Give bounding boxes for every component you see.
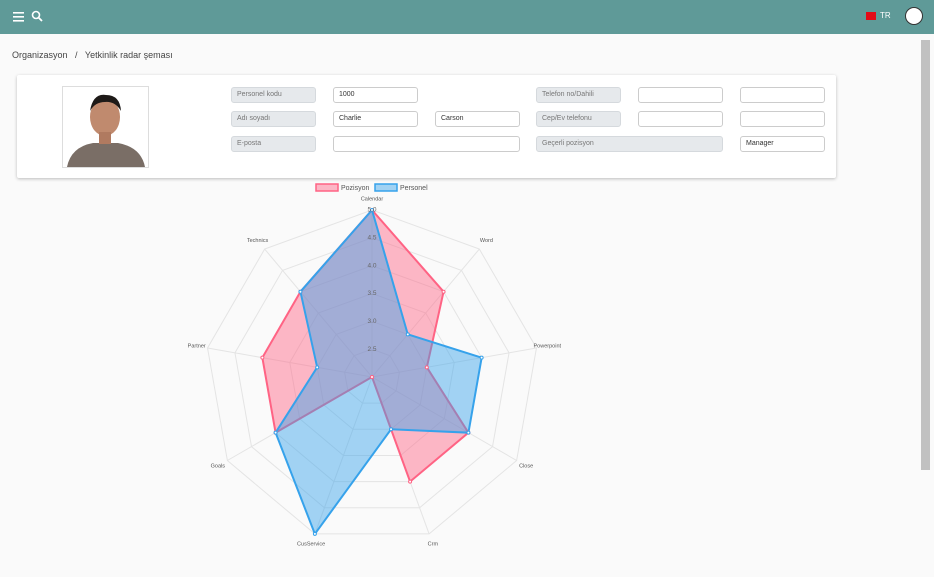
axis-label: Powerpoint bbox=[534, 344, 562, 350]
data-point bbox=[370, 375, 374, 379]
data-point bbox=[466, 430, 471, 435]
r-tick-label: 4.5 bbox=[367, 235, 376, 242]
field-label: Geçerli pozisyon bbox=[536, 136, 723, 152]
field-label: Adı soyadı bbox=[231, 111, 316, 127]
data-point bbox=[315, 365, 320, 370]
grid-ring bbox=[344, 348, 400, 404]
input[interactable]: Manager bbox=[740, 136, 825, 152]
data-point bbox=[408, 479, 413, 484]
legend-label: Pozisyon bbox=[341, 185, 370, 192]
breadcrumb-item[interactable]: Organizasyon bbox=[12, 50, 68, 60]
breadcrumb-item: Yetkinlik radar şeması bbox=[84, 50, 173, 60]
axis-label: CusService bbox=[297, 542, 325, 548]
axis-label: Calendar bbox=[361, 196, 383, 202]
input[interactable]: 1000 bbox=[333, 87, 418, 103]
field-label: Personel kodu bbox=[231, 87, 316, 103]
data-point bbox=[479, 355, 484, 360]
data-point bbox=[370, 208, 374, 212]
input[interactable] bbox=[333, 136, 520, 152]
top-bar: TR bbox=[0, 0, 934, 34]
photo bbox=[62, 86, 149, 168]
legend-swatch bbox=[374, 183, 398, 192]
axis-label: Crm bbox=[428, 542, 439, 548]
data-point bbox=[273, 430, 278, 435]
input[interactable]: Charlie bbox=[333, 111, 418, 127]
axis-label: Technics bbox=[247, 238, 269, 244]
input[interactable]: Carson bbox=[435, 111, 520, 127]
data-point bbox=[405, 332, 410, 337]
menu-search-icons[interactable] bbox=[13, 10, 45, 24]
breadcrumb: Organizasyon / Yetkinlik radar şeması bbox=[12, 50, 173, 60]
data-point bbox=[260, 355, 265, 360]
data-point bbox=[312, 531, 317, 536]
r-tick-label: 3.5 bbox=[367, 290, 376, 297]
grid-ring bbox=[234, 237, 510, 509]
field-label: Cep/Ev telefonu bbox=[536, 111, 621, 127]
r-tick-label: 4.0 bbox=[367, 262, 376, 269]
field-label: E-posta bbox=[231, 136, 316, 152]
axis-label: Partner bbox=[188, 344, 206, 350]
axis-label: Close bbox=[519, 463, 533, 469]
flag bbox=[866, 12, 876, 20]
language[interactable]: TR bbox=[880, 11, 891, 20]
data-point bbox=[389, 427, 394, 432]
input[interactable] bbox=[638, 111, 723, 127]
scrollbar bbox=[921, 40, 930, 470]
grid-ring bbox=[207, 209, 537, 535]
data-point bbox=[441, 289, 446, 294]
avatar[interactable] bbox=[905, 7, 923, 25]
input[interactable] bbox=[740, 111, 825, 127]
input[interactable] bbox=[740, 87, 825, 103]
field-label: Telefon no/Dahili bbox=[536, 87, 621, 103]
r-tick-label: 3.0 bbox=[367, 318, 376, 325]
data-point bbox=[298, 289, 303, 294]
r-tick-label: 2.5 bbox=[367, 346, 376, 353]
input[interactable] bbox=[638, 87, 723, 103]
axis-label: Word bbox=[480, 238, 493, 244]
axis-label: Goals bbox=[211, 463, 226, 469]
data-point bbox=[424, 365, 429, 370]
grid-ring bbox=[316, 320, 428, 430]
series-area bbox=[274, 207, 483, 536]
r-tick-label: 5.0 bbox=[367, 207, 376, 214]
legend-swatch bbox=[315, 183, 339, 192]
radar-chart: Calendar Word Powerpoint Close Crm CusService… bbox=[188, 183, 562, 548]
legend-label: Personel bbox=[400, 185, 428, 192]
